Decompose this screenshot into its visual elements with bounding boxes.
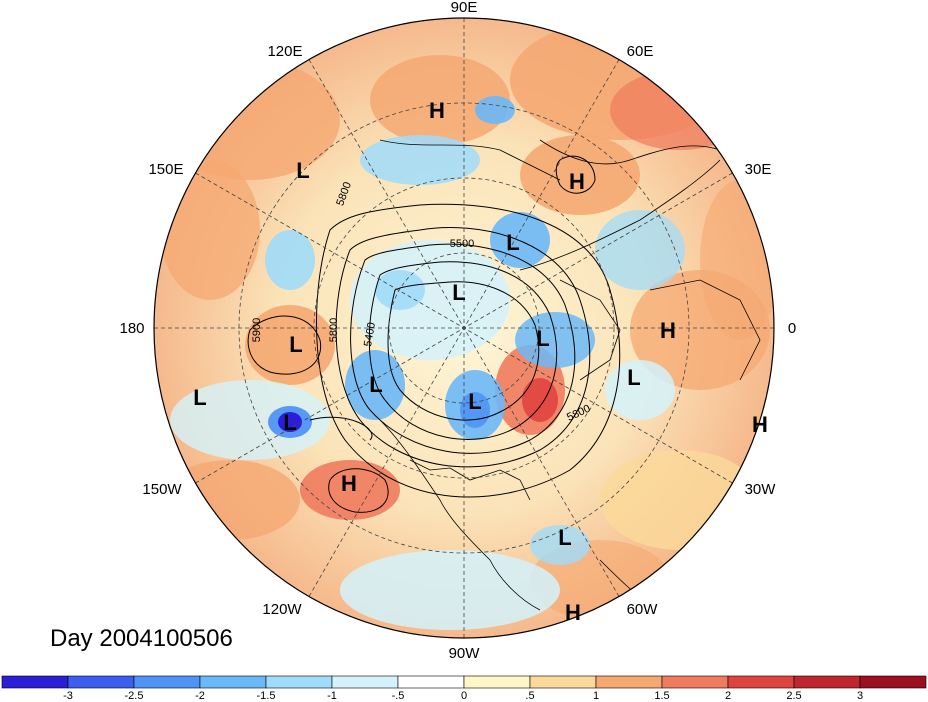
low-center-11: L — [558, 525, 571, 550]
colorbar-swatch — [727, 675, 795, 689]
colorbar-tick-label: -3 — [63, 690, 73, 702]
high-center-4: H — [341, 471, 357, 496]
high-center-2: H — [569, 169, 585, 194]
colorbar-tick-label: -1.5 — [257, 690, 276, 702]
lon-label-60e: 60E — [627, 43, 654, 60]
high-center-3: H — [660, 318, 676, 343]
colorbar-tick-label: -2 — [195, 690, 205, 702]
colorbar-tick-label: 1 — [593, 690, 599, 702]
low-center-2: L — [506, 230, 519, 255]
low-center-4: L — [289, 332, 302, 357]
lon-label-60w: 60W — [627, 601, 659, 618]
colorbar-swatch — [859, 675, 927, 689]
lon-label-120e: 120E — [267, 43, 302, 60]
lon-label-90w: 90W — [449, 645, 481, 662]
colorbar-tick-label: 0 — [461, 690, 467, 702]
colorbar-tick-label: -2.5 — [125, 690, 144, 702]
height-contours — [247, 155, 621, 513]
colorbar-swatch — [397, 675, 465, 689]
low-center-1: L — [296, 158, 309, 183]
contour-label: 5400 — [362, 321, 378, 347]
colorbar-swatch — [133, 675, 201, 689]
colorbar-swatch — [331, 675, 399, 689]
lon-label-0: 0 — [788, 320, 796, 337]
low-center-3: L — [452, 280, 465, 305]
lon-label-30w: 30W — [745, 481, 777, 498]
high-center-1: H — [429, 98, 445, 123]
colorbar-swatch — [793, 675, 861, 689]
colorbar-swatch — [265, 675, 333, 689]
high-center-6: H — [565, 600, 581, 625]
colorbar-swatch — [463, 675, 531, 689]
longitude-labels: 90E 60E 30E 0 30W 60W 90W 120W 150W 180 … — [119, 0, 796, 662]
low-center-8: L — [627, 365, 640, 390]
lon-label-180: 180 — [119, 320, 144, 337]
low-center-9: L — [283, 410, 296, 435]
contour-label: 5900 — [251, 318, 263, 342]
colorbar-tick-label: .5 — [525, 690, 534, 702]
low-center-10: L — [193, 385, 206, 410]
colorbar-swatch — [199, 675, 267, 689]
lon-label-90e: 90E — [451, 0, 478, 16]
colorbar-swatch — [67, 675, 135, 689]
colorbar-tick-label: 2.5 — [786, 690, 801, 702]
colorbar-swatch — [661, 675, 729, 689]
colorbar-tick-label: 3 — [857, 690, 863, 702]
contour-label: 5500 — [450, 238, 474, 250]
colorbar-swatch — [595, 675, 663, 689]
lon-label-30e: 30E — [745, 161, 772, 178]
colorbar: -3 -2.5 -2 -1.5 -1 -.5 0 .5 1 1.5 2 2.5 3 — [1, 675, 927, 702]
lon-label-150w: 150W — [142, 481, 182, 498]
coastlines — [379, 139, 761, 611]
colorbar-tick-label: -1 — [327, 690, 337, 702]
colorbar-tick-label: 2 — [725, 690, 731, 702]
lon-label-120w: 120W — [262, 601, 302, 618]
colorbar-swatch — [1, 675, 69, 689]
lon-label-150e: 150E — [148, 161, 183, 178]
contour-label: 5800 — [328, 318, 340, 342]
colorbar-swatch — [529, 675, 597, 689]
figure-title: Day 2004100506 — [50, 625, 233, 652]
colorbar-tick-label: -.5 — [392, 690, 405, 702]
high-center-5: H — [752, 412, 768, 437]
low-center-5: L — [536, 326, 549, 351]
low-center-7: L — [468, 389, 481, 414]
graticule — [154, 18, 774, 638]
low-center-6: L — [369, 372, 382, 397]
colorbar-tick-label: 1.5 — [654, 690, 669, 702]
anomaly-field — [154, 18, 774, 638]
map-boundary — [153, 17, 775, 639]
